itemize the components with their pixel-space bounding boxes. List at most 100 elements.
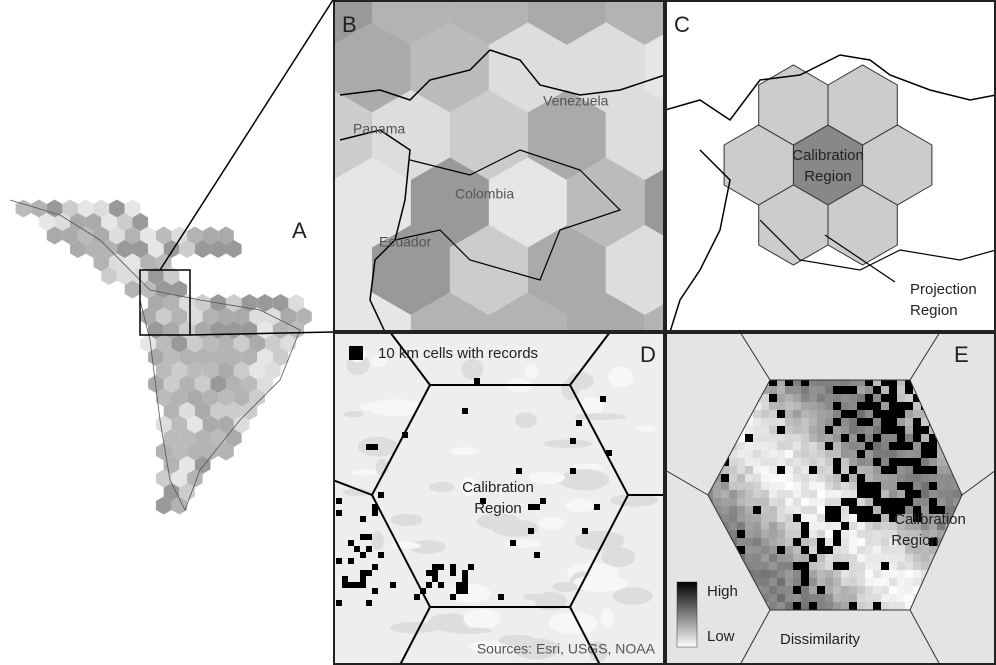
grid-cell <box>761 490 769 498</box>
grid-cell <box>769 538 777 546</box>
grid-cell <box>817 546 825 554</box>
hex-cell <box>140 307 156 326</box>
label: Calibration <box>462 479 534 496</box>
terrain <box>601 547 636 567</box>
label: Venezuela <box>543 93 609 109</box>
grid-cell <box>897 578 905 586</box>
grid-cell <box>833 562 841 570</box>
grid-cell <box>921 538 929 546</box>
grid-cell <box>921 522 929 530</box>
grid-cell <box>825 442 833 450</box>
grid-cell <box>721 498 729 506</box>
panel-a <box>9 0 334 515</box>
grid-cell <box>857 474 865 482</box>
grid-cell <box>809 578 817 586</box>
panel-b <box>333 0 665 332</box>
panel-e <box>665 332 996 665</box>
grid-cell <box>881 426 889 434</box>
grid-cell <box>817 602 825 610</box>
hex-cell <box>140 280 156 299</box>
record-cell <box>354 582 360 588</box>
hex-cell <box>179 429 195 447</box>
grid-cell <box>793 514 801 522</box>
grid-cell <box>873 474 881 482</box>
grid-cell <box>777 418 785 426</box>
record-cell <box>438 564 444 570</box>
grid-cell <box>777 562 785 570</box>
grid-cell <box>889 434 897 442</box>
grid-cell <box>881 578 889 586</box>
record-cell <box>516 468 522 474</box>
grid-cell <box>817 594 825 602</box>
hex-cell <box>257 348 273 366</box>
grid-cell <box>777 466 785 474</box>
grid-cell <box>873 434 881 442</box>
grid-cell <box>865 586 873 594</box>
record-cell <box>606 450 612 456</box>
grid-cell <box>777 490 785 498</box>
grid-cell <box>769 602 777 610</box>
grid-cell <box>849 498 857 506</box>
hex-cell <box>15 199 32 218</box>
label: C <box>674 12 690 37</box>
hex-edge <box>569 606 601 665</box>
hex-cell <box>272 294 289 312</box>
grid-cell <box>753 530 761 538</box>
grid-cell <box>905 490 913 498</box>
grid-cell <box>753 522 761 530</box>
grid-cell <box>777 442 785 450</box>
grid-cell <box>769 380 777 386</box>
grid-cell <box>721 514 729 522</box>
hex-cell <box>226 348 242 366</box>
grid-cell <box>905 482 913 490</box>
hex-cell <box>187 388 203 407</box>
record-cell <box>426 582 432 588</box>
hex-edge <box>389 332 431 386</box>
grid-cell <box>785 554 793 562</box>
grid-cell <box>737 546 745 554</box>
grid-cell <box>737 482 745 490</box>
grid-cell <box>833 498 841 506</box>
grid-cell <box>801 490 809 498</box>
terrain <box>390 542 422 549</box>
grid-cell <box>817 418 825 426</box>
grid-cell <box>841 498 849 506</box>
grid-cell <box>769 482 777 490</box>
grid-cell <box>737 538 745 546</box>
terrain <box>610 493 659 507</box>
grid-cell <box>897 474 905 482</box>
grid-cell <box>921 498 929 506</box>
grid-cell <box>905 450 913 458</box>
grid-cell <box>889 482 897 490</box>
grid-cell <box>729 506 737 514</box>
grid-cell <box>841 602 849 610</box>
grid-cell <box>897 442 905 450</box>
grid-cell <box>865 482 873 490</box>
grid-cell <box>833 530 841 538</box>
grid-cell <box>857 578 865 586</box>
grid-cell <box>833 602 841 610</box>
grid-cell <box>873 402 881 410</box>
grid-cell <box>769 394 777 402</box>
grid-cell <box>881 450 889 458</box>
grid-cell <box>889 490 897 498</box>
grid-cell <box>825 562 833 570</box>
grid-cell <box>865 426 873 434</box>
grid-cell <box>865 546 873 554</box>
grid-cell <box>841 450 849 458</box>
hex-cell <box>333 0 372 45</box>
hex-cell <box>257 294 273 312</box>
grid-cell <box>849 418 857 426</box>
grid-cell <box>769 442 777 450</box>
grid-cell <box>817 554 825 562</box>
grid-cell <box>777 530 785 538</box>
grid-cell <box>801 426 809 434</box>
hex-cell <box>410 157 489 248</box>
calibration-hex <box>707 379 963 611</box>
grid-cell <box>849 434 857 442</box>
grid-cell <box>777 386 785 394</box>
grid-cell <box>769 498 777 506</box>
grid-cell <box>921 514 929 522</box>
grid-cell <box>873 594 881 602</box>
grid-cell <box>833 594 841 602</box>
